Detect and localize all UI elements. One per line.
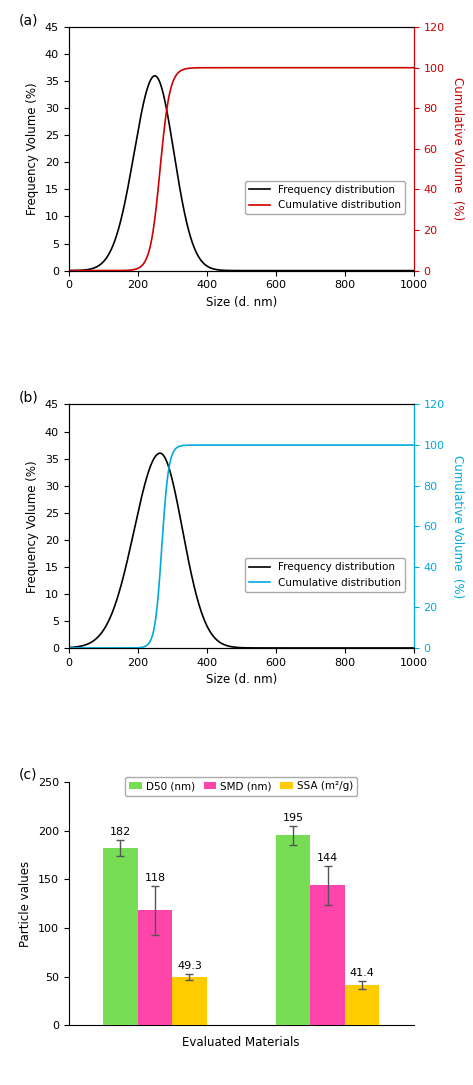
Legend: D50 (nm), SMD (nm), SSA (m²/g): D50 (nm), SMD (nm), SSA (m²/g) [125,777,357,795]
X-axis label: Evaluated Materials: Evaluated Materials [183,1036,300,1049]
Text: 49.3: 49.3 [177,961,202,971]
Text: (b): (b) [18,391,38,405]
Text: (c): (c) [18,768,37,782]
X-axis label: Size (d. nm): Size (d. nm) [206,673,277,686]
Y-axis label: Frequency Volume (%): Frequency Volume (%) [26,460,39,592]
Y-axis label: Cumulative Volume  (%): Cumulative Volume (%) [451,77,464,220]
Text: 195: 195 [282,813,304,822]
Bar [310,885,345,1025]
Bar [103,848,138,1025]
Bar [138,910,172,1025]
Text: 41.4: 41.4 [350,968,375,979]
Text: 118: 118 [144,873,166,883]
X-axis label: Size (d. nm): Size (d. nm) [206,296,277,309]
Text: 144: 144 [317,853,338,863]
Text: 182: 182 [110,828,131,838]
Bar [345,985,379,1025]
Text: (a): (a) [18,13,38,27]
Legend: Frequency distribution, Cumulative distribution: Frequency distribution, Cumulative distr… [245,558,405,591]
Y-axis label: Particle values: Particle values [19,860,32,946]
Y-axis label: Frequency Volume (%): Frequency Volume (%) [26,82,39,215]
Bar [172,978,207,1025]
Y-axis label: Cumulative Volume  (%): Cumulative Volume (%) [451,455,464,598]
Bar [276,835,310,1025]
Legend: Frequency distribution, Cumulative distribution: Frequency distribution, Cumulative distr… [245,181,405,215]
